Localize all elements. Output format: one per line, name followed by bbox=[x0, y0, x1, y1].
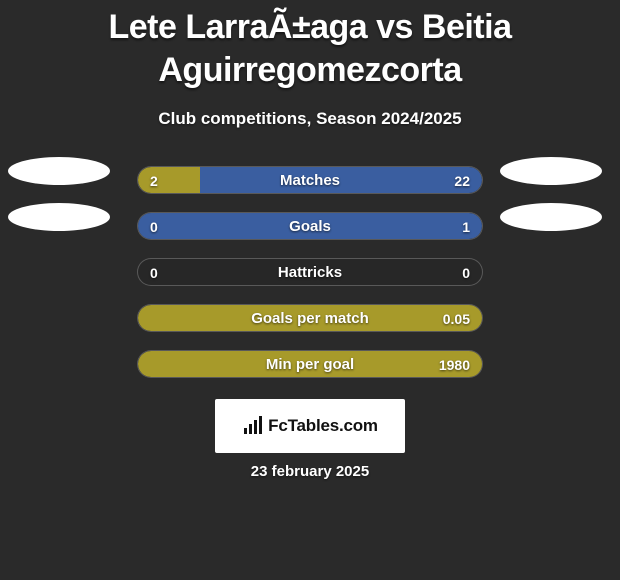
stat-row: Goals01 bbox=[0, 203, 620, 249]
bar-fill-left bbox=[138, 305, 482, 331]
date-label: 23 february 2025 bbox=[251, 463, 369, 480]
bar-fill-left bbox=[138, 167, 200, 193]
bar-track: Hattricks0 0 bbox=[137, 258, 483, 286]
comparison-card: Lete LarraÃ±aga vs Beitia Aguirregomezco… bbox=[0, 0, 620, 580]
bar-track: Matches222 bbox=[137, 166, 483, 194]
bar-track: Goals per match0.05 bbox=[137, 304, 483, 332]
comparison-chart: Matches222 Goals01 Hattricks0 0 Goals per ma… bbox=[0, 157, 620, 387]
player-marker-right bbox=[500, 157, 602, 185]
bar-fill-right bbox=[200, 167, 482, 193]
stat-value-left: 0 bbox=[150, 259, 158, 286]
bars-icon bbox=[242, 416, 262, 436]
subtitle: Club competitions, Season 2024/2025 bbox=[158, 109, 461, 129]
stat-row: Matches222 bbox=[0, 157, 620, 203]
bar-track: Goals01 bbox=[137, 212, 483, 240]
logo-text: FcTables.com bbox=[268, 416, 378, 436]
stat-value-right: 0 bbox=[462, 259, 470, 286]
bar-track: Min per goal1980 bbox=[137, 350, 483, 378]
stat-label: Hattricks bbox=[138, 259, 482, 286]
stat-row: Hattricks0 0 bbox=[0, 249, 620, 295]
player-marker-right bbox=[500, 203, 602, 231]
logo-box: FcTables.com bbox=[215, 399, 405, 453]
bar-fill-left bbox=[138, 351, 482, 377]
player-marker-left bbox=[8, 203, 110, 231]
bar-fill-right bbox=[138, 213, 482, 239]
stat-row: Goals per match0.05 bbox=[0, 295, 620, 341]
stat-row: Min per goal1980 bbox=[0, 341, 620, 387]
page-title: Lete LarraÃ±aga vs Beitia Aguirregomezco… bbox=[0, 6, 620, 91]
player-marker-left bbox=[8, 157, 110, 185]
